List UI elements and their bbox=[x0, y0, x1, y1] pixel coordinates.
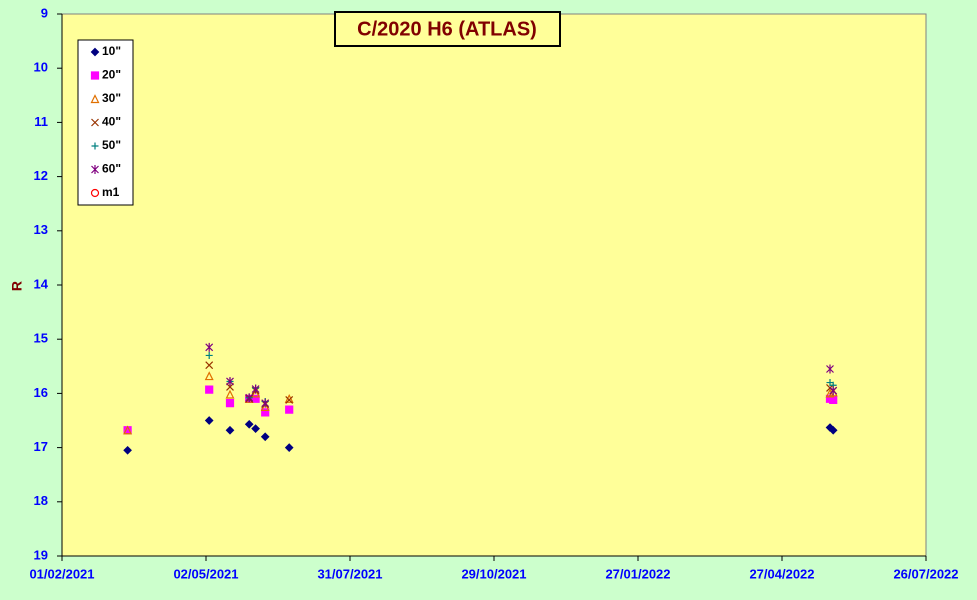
data-point bbox=[225, 389, 235, 399]
legend-marker bbox=[90, 94, 100, 104]
legend-marker bbox=[90, 71, 100, 80]
y-tick-label: 17 bbox=[34, 439, 48, 454]
legend-label: 40" bbox=[102, 115, 121, 129]
data-point bbox=[285, 405, 294, 414]
legend-label: 20" bbox=[102, 68, 121, 82]
y-axis-label: R bbox=[9, 281, 25, 291]
legend-marker bbox=[91, 142, 99, 150]
legend-marker bbox=[90, 188, 100, 198]
legend-label: 60" bbox=[102, 162, 121, 176]
legend-label: 30" bbox=[102, 91, 121, 105]
data-point bbox=[225, 425, 235, 435]
legend-marker bbox=[90, 47, 100, 57]
legend-label: 50" bbox=[102, 138, 121, 152]
y-tick-label: 18 bbox=[34, 493, 48, 508]
y-tick-label: 19 bbox=[34, 547, 48, 562]
data-point bbox=[226, 376, 234, 386]
x-tick-label: 29/10/2021 bbox=[461, 566, 526, 581]
data-point bbox=[123, 425, 133, 435]
data-point bbox=[204, 371, 214, 381]
data-point bbox=[123, 445, 132, 455]
data-point bbox=[204, 416, 214, 425]
data-point bbox=[828, 425, 838, 435]
data-point bbox=[245, 393, 254, 403]
title-box bbox=[334, 11, 561, 47]
plot-area bbox=[61, 13, 927, 557]
x-tick-label: 02/05/2021 bbox=[173, 566, 238, 581]
data-point bbox=[284, 443, 294, 452]
y-tick-label: 9 bbox=[41, 5, 48, 20]
data-point bbox=[251, 388, 261, 398]
y-tick-label: 15 bbox=[34, 331, 48, 346]
data-point bbox=[829, 386, 838, 396]
x-tick-label: 27/01/2022 bbox=[605, 566, 670, 581]
data-point bbox=[205, 361, 214, 370]
data-point bbox=[260, 402, 270, 412]
data-point bbox=[251, 424, 260, 433]
y-tick-label: 10 bbox=[34, 60, 48, 75]
data-point bbox=[205, 342, 214, 352]
data-point bbox=[225, 399, 235, 408]
y-tick-label: 13 bbox=[34, 222, 48, 237]
y-tick-label: 14 bbox=[34, 276, 49, 291]
y-tick-label: 12 bbox=[34, 168, 48, 183]
data-point bbox=[826, 364, 834, 374]
x-tick-label: 27/04/2022 bbox=[749, 566, 814, 581]
data-point bbox=[244, 419, 254, 429]
chart-title: C/2020 H6 (ATLAS) bbox=[357, 18, 537, 40]
legend-box bbox=[77, 39, 134, 206]
legend-label: m1 bbox=[102, 185, 120, 199]
legend-label: 10" bbox=[102, 44, 121, 58]
data-point bbox=[260, 432, 270, 442]
x-tick-label: 31/07/2021 bbox=[317, 566, 382, 581]
y-tick-label: 16 bbox=[34, 385, 48, 400]
data-point bbox=[205, 385, 214, 394]
x-tick-label: 01/02/2021 bbox=[29, 566, 94, 581]
data-point bbox=[205, 351, 213, 359]
data-point bbox=[251, 384, 260, 394]
data-point bbox=[261, 398, 270, 408]
legend-marker bbox=[91, 118, 99, 127]
x-tick-label: 26/07/2022 bbox=[893, 566, 958, 581]
data-point bbox=[285, 395, 294, 404]
y-tick-label: 11 bbox=[34, 114, 48, 129]
legend-marker bbox=[91, 165, 99, 174]
data-point bbox=[825, 388, 835, 398]
